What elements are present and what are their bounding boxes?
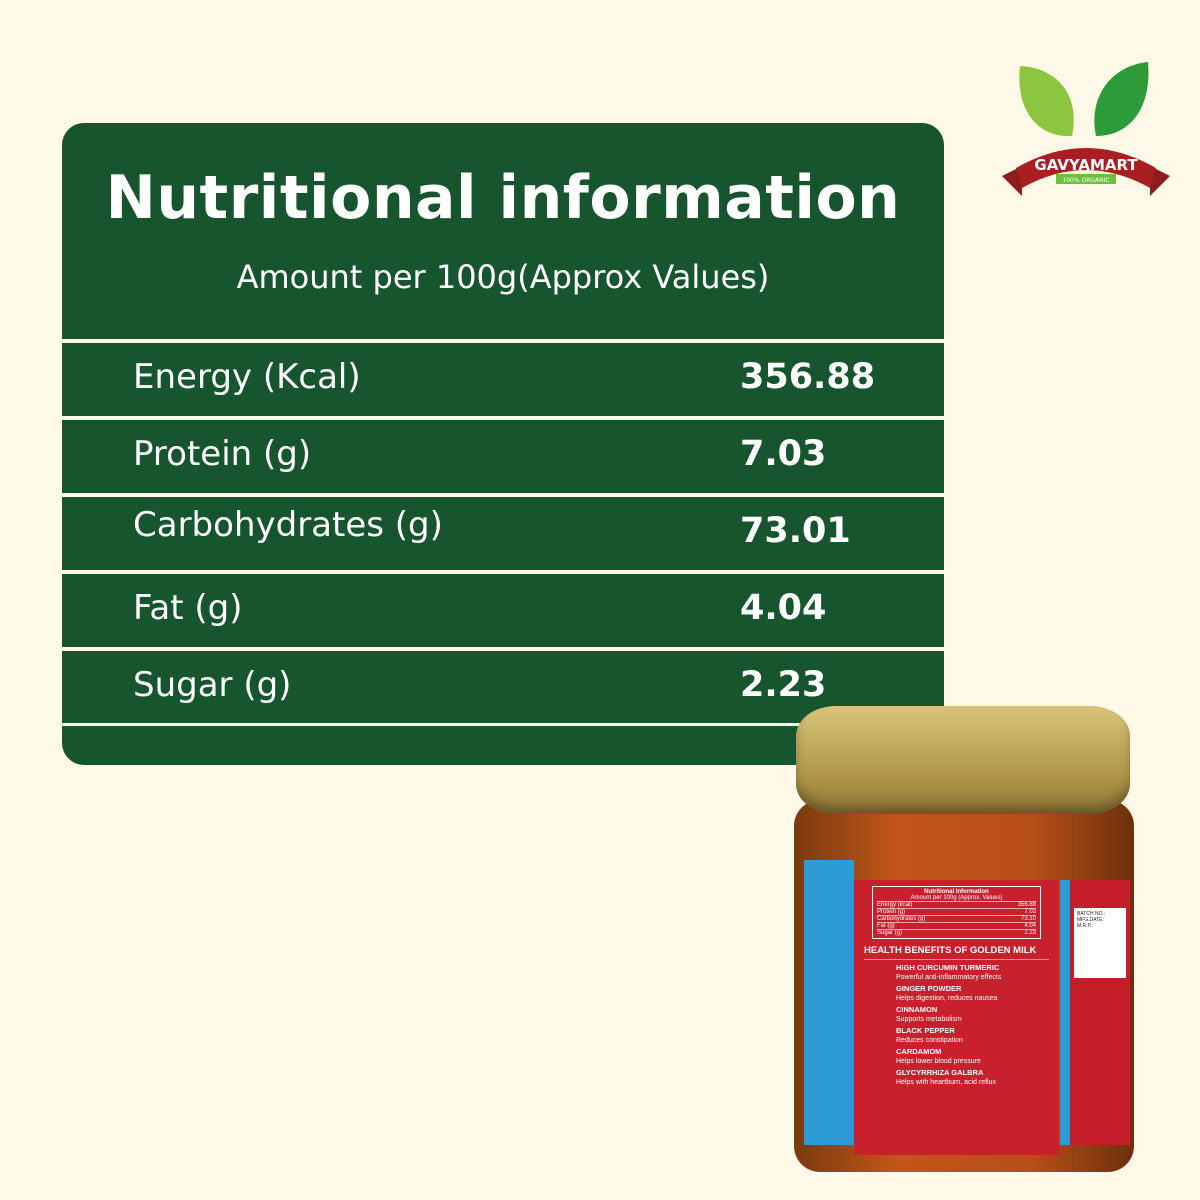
nutrient-label: Fat (g) [133,588,243,628]
benefit-item: BLACK PEPPER Reduces constipation [896,1026,1049,1044]
benefit-item: CARDAMOM Helps lower blood pressure [896,1047,1049,1065]
nutrient-label: Carbohydrates (g) [133,505,443,545]
benefit-name: CARDAMOM [896,1047,942,1056]
mini-subtitle: Amount per 100g (Approx. Values) [910,895,1003,901]
mini-label: Carbohydrates (g) [877,916,926,922]
benefit-item: HIGH CURCUMIN TURMERIC Powerful anti-infl… [896,963,1049,981]
benefit-item: CINNAMON Supports metabolism [896,1005,1049,1023]
benefit-desc: Supports metabolism [896,1016,962,1023]
nutrition-row: Sugar (g) 2.23 [62,647,944,719]
leaf-right-icon [1094,62,1149,136]
benefit-name: HIGH CURCUMIN TURMERIC [896,963,1000,972]
benefit-desc: Helps lower blood pressure [896,1058,981,1065]
benefit-item: GINGER POWDER Helps digestion, reduces na… [896,984,1049,1002]
mini-nutrition-table: Nutritional Information Amount per 100g … [872,886,1041,939]
gavyamart-logo: GAVYAMART 100% ORGANIC [1002,62,1170,196]
benefit-name: GLYCYRRHIZA GALBRA [896,1068,984,1077]
mini-value: 356.88 [1017,902,1036,908]
panel-title: Nutritional information [105,163,901,233]
mini-row: Carbohydrates (g) 73.10 [877,915,1036,922]
label-blue-band [804,860,854,1145]
nutrient-label: Sugar (g) [133,665,292,705]
benefit-name: BLACK PEPPER [896,1026,955,1035]
benefit-desc: Powerful anti-inflammatory effects [896,974,1002,981]
mrp-label: M.R.P.: [1077,923,1094,929]
mini-row: Sugar (g) 2.23 [877,929,1036,936]
jar-label: Nutritional Information Amount per 100g … [854,880,1059,1155]
svg-text:100% ORGANIC: 100% ORGANIC [1062,177,1109,184]
benefits-title: HEALTH BENEFITS OF GOLDEN MILK [864,945,1049,960]
jar-lid [796,706,1130,814]
nutrient-value: 356.88 [740,357,876,397]
svg-text:GAVYAMART: GAVYAMART [1034,156,1138,174]
nutrient-label: Protein (g) [133,434,312,474]
mini-row: Protein (g) 7.03 [877,908,1036,915]
panel-subtitle: Amount per 100g(Approx Values) [236,258,770,296]
mini-label: Energy (kcal) [877,902,913,908]
benefit-desc: Reduces constipation [896,1037,963,1044]
nutrient-label: Energy (Kcal) [133,357,361,397]
mini-row: Energy (kcal) 356.88 [877,901,1036,908]
nutrient-value: 2.23 [740,665,827,705]
mini-value: 7.03 [1024,909,1036,915]
nutrition-panel: Nutritional information Amount per 100g(… [62,123,944,765]
mini-row: Fat (g) 4.04 [877,922,1036,929]
benefit-item: GLYCYRRHIZA GALBRA Helps with heartburn, … [896,1068,1049,1086]
mfg-label: MFG.DATE: [1077,917,1104,923]
leaf-left-icon [1019,66,1074,137]
mini-label: Protein (g) [877,909,906,915]
product-jar-image: Nutritional Information Amount per 100g … [790,700,1140,1180]
nutrition-row: Energy (Kcal) 356.88 [62,339,944,411]
mini-label: Fat (g) [877,923,895,929]
benefit-name: CINNAMON [896,1005,938,1014]
nutrient-value: 7.03 [740,434,827,474]
divider [62,723,944,726]
nutrition-row: Protein (g) 7.03 [62,416,944,488]
benefit-desc: Helps digestion, reduces nausea [896,995,998,1002]
mini-value: 4.04 [1024,923,1036,929]
nutrition-row: Carbohydrates (g) 73.01 [62,493,944,565]
nutrient-value: 4.04 [740,588,827,628]
jar-side-label: BATCH NO.: MFG.DATE: M.R.P.: [1060,880,1130,1145]
benefit-name: GINGER POWDER [896,984,962,993]
mini-title: Nutritional Information [924,889,989,895]
batch-label: BATCH NO.: [1077,911,1106,917]
mini-value: 2.23 [1024,930,1036,936]
benefit-desc: Helps with heartburn, acid reflux [896,1079,996,1086]
mini-value: 73.10 [1020,916,1036,922]
nutrition-row: Fat (g) 4.04 [62,570,944,642]
mini-label: Sugar (g) [877,930,903,936]
nutrient-value: 73.01 [740,511,851,551]
